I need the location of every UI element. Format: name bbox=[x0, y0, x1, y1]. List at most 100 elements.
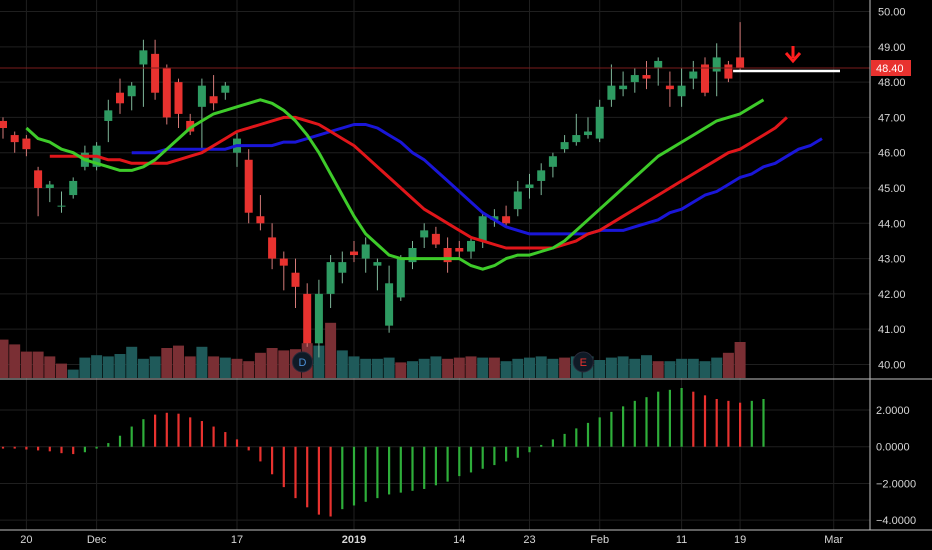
candle-body bbox=[57, 205, 66, 207]
volume-bar bbox=[56, 363, 67, 378]
osc-tick-label: 0.0000 bbox=[876, 442, 910, 454]
price-tick-label: 44.00 bbox=[878, 218, 906, 230]
volume-bar bbox=[465, 356, 477, 378]
volume-bar bbox=[547, 358, 559, 378]
osc-tick-label: −4.0000 bbox=[876, 515, 916, 527]
candle-body bbox=[22, 138, 31, 150]
volume-bar bbox=[711, 357, 723, 378]
volume-bar bbox=[629, 358, 641, 378]
candle-body bbox=[338, 262, 347, 273]
candle-body bbox=[303, 293, 312, 344]
candle-body bbox=[151, 53, 160, 93]
volume-bar bbox=[325, 322, 337, 378]
x-tick-label: 23 bbox=[523, 534, 535, 546]
sma-mid-line bbox=[49, 115, 788, 250]
candle-body bbox=[467, 240, 475, 252]
candle-body bbox=[548, 156, 557, 167]
volume-bar bbox=[617, 356, 629, 378]
volume-bar bbox=[430, 356, 442, 378]
candle-body bbox=[431, 233, 440, 245]
volume-bar bbox=[91, 355, 103, 378]
volume-bar bbox=[126, 346, 138, 378]
candle-body bbox=[490, 216, 499, 220]
volume-bar bbox=[418, 358, 430, 378]
volume-bar bbox=[442, 358, 454, 378]
sma-slow-line bbox=[131, 123, 823, 236]
volume-bar bbox=[734, 342, 746, 378]
volume-bar bbox=[231, 358, 243, 378]
volume-bar bbox=[336, 350, 348, 378]
volume-bar bbox=[0, 339, 9, 378]
candle-body bbox=[443, 248, 452, 263]
event-marker bbox=[292, 351, 313, 373]
volume-bar bbox=[184, 356, 196, 378]
x-tick-label: 20 bbox=[20, 534, 32, 546]
candle-body bbox=[209, 96, 218, 104]
price-tick-label: 45.00 bbox=[878, 183, 906, 195]
volume-bar bbox=[477, 357, 489, 378]
candle-body bbox=[69, 180, 78, 196]
candle-body bbox=[162, 68, 171, 118]
candle-body bbox=[572, 135, 581, 143]
volume-bar bbox=[254, 352, 266, 378]
candlesticks bbox=[0, 22, 745, 358]
x-tick-label: 14 bbox=[453, 534, 465, 546]
volume-bar bbox=[453, 357, 465, 378]
event-marker-label: D bbox=[299, 357, 307, 369]
event-marker bbox=[572, 351, 594, 373]
candle-body bbox=[314, 293, 323, 344]
candle-body bbox=[116, 92, 124, 104]
osc-tick-label: 2.0000 bbox=[876, 405, 910, 417]
x-tick-label: 2019 bbox=[342, 534, 366, 546]
volume-bar bbox=[32, 351, 44, 378]
candle-body bbox=[186, 120, 195, 132]
candle-body bbox=[244, 159, 253, 213]
down-arrow-head bbox=[784, 52, 802, 64]
volume-bar bbox=[67, 369, 79, 378]
candle-body bbox=[0, 120, 7, 128]
candle-body bbox=[665, 85, 674, 90]
osc-tick-label: −2.0000 bbox=[876, 478, 916, 490]
volume-bars bbox=[0, 322, 746, 378]
price-tick-label: 47.00 bbox=[878, 112, 906, 124]
volume-bar bbox=[371, 358, 383, 378]
last-price-tag bbox=[871, 60, 911, 76]
moving-averages bbox=[25, 98, 823, 271]
volume-bar bbox=[313, 345, 325, 378]
volume-bar bbox=[407, 361, 418, 378]
candle-body bbox=[221, 85, 230, 93]
volume-bar bbox=[535, 356, 547, 378]
volume-bar bbox=[278, 350, 290, 378]
oscillator-bars bbox=[1, 388, 765, 517]
candle-body bbox=[701, 64, 709, 93]
volume-bar bbox=[9, 344, 21, 378]
candle-body bbox=[689, 71, 698, 79]
volume-bar bbox=[348, 356, 360, 378]
candle-body bbox=[127, 85, 136, 97]
candle-body bbox=[350, 251, 358, 256]
candle-body bbox=[513, 191, 522, 210]
event-marker-label: E bbox=[580, 357, 587, 369]
candle-body bbox=[408, 248, 417, 263]
candle-body bbox=[630, 75, 639, 83]
candle-body bbox=[256, 216, 265, 224]
volume-bar bbox=[687, 358, 699, 378]
volume-bar bbox=[44, 356, 56, 378]
candle-body bbox=[279, 258, 288, 266]
candle-body bbox=[34, 170, 43, 188]
sma-fast-line bbox=[25, 98, 765, 271]
candle-body bbox=[268, 237, 277, 259]
volume-bar bbox=[500, 361, 512, 378]
candle-body bbox=[642, 75, 651, 79]
candle-body bbox=[560, 142, 569, 150]
candle-body bbox=[525, 184, 534, 188]
candle-body bbox=[677, 85, 686, 97]
volume-bar bbox=[173, 345, 184, 378]
price-tick-label: 46.00 bbox=[878, 148, 906, 160]
candle-body bbox=[396, 258, 405, 298]
volume-bar bbox=[137, 358, 149, 378]
x-tick-label: 11 bbox=[676, 534, 687, 546]
